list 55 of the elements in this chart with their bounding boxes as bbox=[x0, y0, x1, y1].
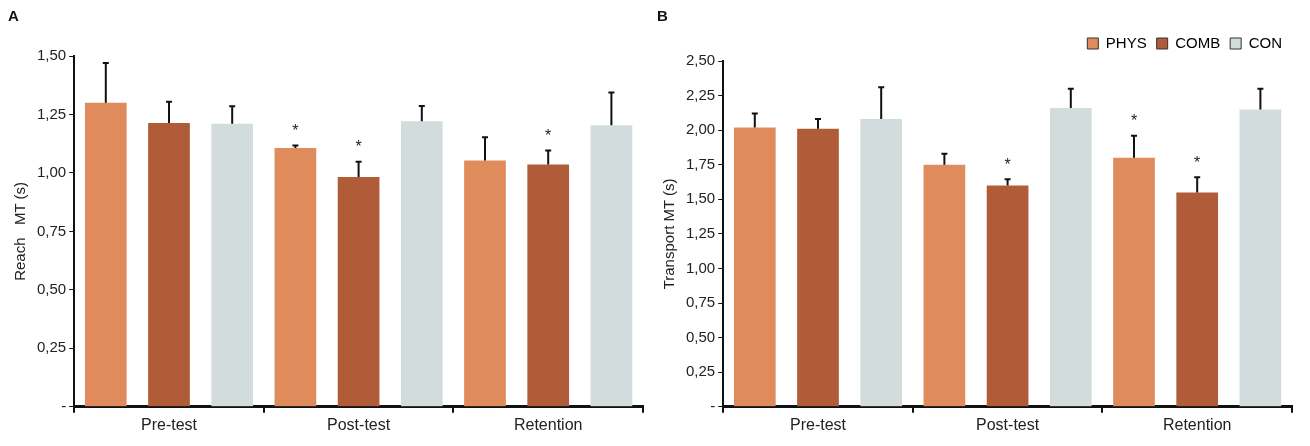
y-tick-label: - bbox=[710, 396, 716, 414]
y-tick-label: 0,50 bbox=[685, 327, 716, 345]
y-tick-label: 1,25 bbox=[685, 224, 716, 242]
y-tick-label: 1,00 bbox=[685, 258, 716, 276]
bar bbox=[527, 164, 570, 407]
bar bbox=[1113, 157, 1155, 407]
y-axis-title: Reach MT (s) bbox=[11, 181, 29, 281]
legend-label: CON bbox=[1248, 33, 1283, 51]
data-label: * bbox=[545, 126, 552, 144]
bar bbox=[211, 123, 254, 407]
chart-title: B bbox=[657, 7, 668, 25]
y-tick-label: 2,50 bbox=[685, 51, 716, 69]
y-tick-label: 0,75 bbox=[685, 293, 716, 311]
x-tick-label: Post-test bbox=[327, 415, 391, 433]
bar bbox=[464, 160, 506, 407]
y-tick-label: 1,25 bbox=[36, 104, 67, 122]
data-label: * bbox=[1194, 153, 1201, 171]
data-label: * bbox=[1130, 112, 1138, 130]
y-tick-label: 0,25 bbox=[36, 338, 67, 356]
x-tick-label: Post-test bbox=[976, 415, 1040, 433]
bar bbox=[860, 119, 903, 407]
x-tick-label: Pre-test bbox=[789, 415, 847, 433]
data-label: * bbox=[292, 121, 299, 139]
legend-label: PHYS bbox=[1105, 33, 1147, 51]
y-tick-label: 2,25 bbox=[685, 85, 716, 103]
data-label: * bbox=[1004, 155, 1011, 173]
y-tick-label: 0,25 bbox=[685, 362, 716, 380]
y-tick-label: 1,50 bbox=[685, 189, 716, 207]
y-tick-label: - bbox=[61, 396, 67, 414]
bar bbox=[733, 127, 776, 407]
y-tick-label: 0,50 bbox=[36, 280, 67, 298]
x-tick-label: Retention bbox=[513, 415, 583, 433]
legend-label: COMB bbox=[1175, 33, 1221, 51]
bar bbox=[1176, 192, 1219, 407]
bar bbox=[923, 164, 966, 407]
chart-title: A bbox=[8, 7, 19, 25]
x-tick-label: Retention bbox=[1162, 415, 1232, 433]
y-tick-label: 1,00 bbox=[36, 163, 67, 181]
x-tick-label: Pre-test bbox=[140, 415, 198, 433]
y-tick-label: 1,75 bbox=[685, 154, 716, 172]
y-axis-title: Transport MT (s) bbox=[660, 178, 678, 290]
bar bbox=[1049, 108, 1092, 407]
y-tick-label: 1,50 bbox=[36, 46, 67, 64]
bar bbox=[797, 128, 839, 407]
bar bbox=[148, 122, 190, 407]
y-tick-label: 0,75 bbox=[36, 221, 67, 239]
y-tick-label: 2,00 bbox=[685, 120, 716, 138]
bar bbox=[337, 176, 380, 407]
bar bbox=[1239, 109, 1282, 407]
bar bbox=[84, 102, 127, 407]
bar bbox=[986, 185, 1029, 407]
bar bbox=[590, 125, 633, 407]
bar bbox=[400, 121, 443, 407]
data-label: * bbox=[355, 138, 362, 156]
bar bbox=[274, 147, 317, 407]
